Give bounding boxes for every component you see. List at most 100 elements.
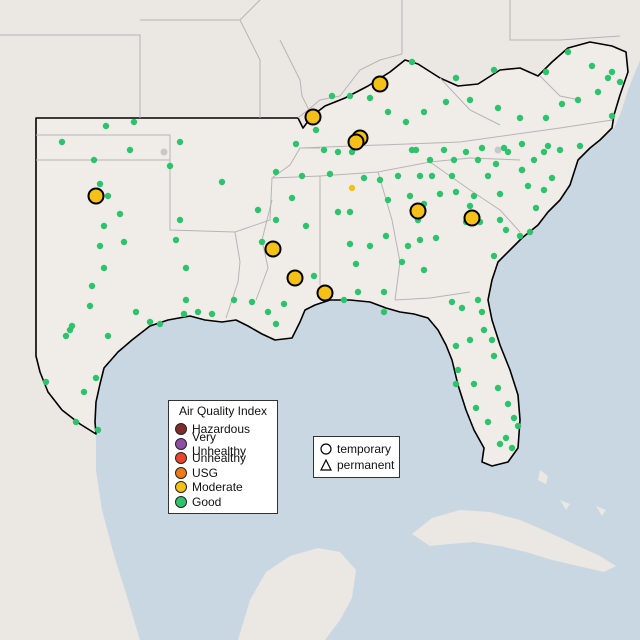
good-aqi-marker [42,378,50,386]
good-aqi-marker [208,310,216,318]
good-aqi-marker [426,156,434,164]
good-aqi-marker [384,108,392,116]
bahamas-landmass [538,470,606,516]
good-aqi-marker [466,202,474,210]
legend-item-very-unhealthy: Very Unhealthy [175,430,271,458]
good-aqi-marker [182,296,190,304]
monitor-type-legend: temporary permanent [313,436,400,478]
good-aqi-marker [448,298,456,306]
good-aqi-marker [472,404,480,412]
legend-item-temporary: temporary [319,441,394,457]
good-aqi-marker [458,304,466,312]
good-aqi-marker [616,78,624,86]
good-aqi-marker [90,156,98,164]
moderate-aqi-marker [87,187,105,205]
hazardous-swatch [175,423,187,436]
good-aqi-marker [182,264,190,272]
good-aqi-marker [194,308,202,316]
moderate-aqi-marker [264,240,282,258]
good-aqi-marker [576,142,584,150]
aqi-legend-title: Air Quality Index [178,404,268,418]
good-aqi-marker [68,322,76,330]
good-aqi-marker [412,146,420,154]
legend-label: Hazardous [192,422,251,437]
good-aqi-marker [302,222,310,230]
good-aqi-marker [502,434,510,442]
good-aqi-marker [542,68,550,76]
good-aqi-marker [86,302,94,310]
good-swatch [175,495,187,508]
moderate-aqi-marker [348,184,356,192]
good-aqi-marker [470,380,478,388]
good-aqi-marker [542,114,550,122]
good-aqi-marker [588,62,596,70]
legend-label: Good [192,494,222,509]
good-aqi-marker [298,172,306,180]
good-aqi-marker [120,238,128,246]
good-aqi-marker [352,260,360,268]
good-aqi-marker [104,192,112,200]
cuba-landmass [412,510,616,572]
good-aqi-marker [334,148,342,156]
good-aqi-marker [484,418,492,426]
good-aqi-marker [518,166,526,174]
good-aqi-marker [346,92,354,100]
moderate-aqi-marker [463,209,481,227]
good-aqi-marker [510,414,518,422]
aqi-legend: Air Quality Index Hazardous Very Unhealt… [168,400,278,514]
good-aqi-marker [248,298,256,306]
good-aqi-marker [280,300,288,308]
good-aqi-marker [348,148,356,156]
good-aqi-marker [376,176,384,184]
moderate-aqi-marker [316,284,334,302]
good-aqi-marker [264,308,272,316]
good-aqi-marker [484,172,492,180]
good-aqi-marker [130,118,138,126]
yucatan-landmass [238,548,356,640]
triangle-icon [319,458,333,472]
good-aqi-marker [380,308,388,316]
good-aqi-marker [548,174,556,182]
legend-item-hazardous: Hazardous [175,422,271,437]
good-aqi-marker [564,48,572,56]
good-aqi-marker [416,172,424,180]
good-aqi-marker [502,226,510,234]
good-aqi-marker [558,100,566,108]
good-aqi-marker [516,114,524,122]
good-aqi-marker [328,92,336,100]
good-aqi-marker [180,310,188,318]
good-aqi-marker [532,204,540,212]
good-aqi-marker [132,308,140,316]
good-aqi-marker [556,146,564,154]
good-aqi-marker [490,352,498,360]
good-aqi-marker [496,190,504,198]
good-aqi-marker [254,206,262,214]
legend-item-moderate: Moderate [175,480,271,495]
good-aqi-marker [494,384,502,392]
good-aqi-marker [516,232,524,240]
good-aqi-marker [58,138,66,146]
good-aqi-marker [526,228,534,236]
good-aqi-marker [462,148,470,156]
good-aqi-marker [402,118,410,126]
good-aqi-marker [450,156,458,164]
good-aqi-marker [452,74,460,82]
good-aqi-marker [176,216,184,224]
good-aqi-marker [340,296,348,304]
good-aqi-marker [496,440,504,448]
good-aqi-marker [470,192,478,200]
aqi-markers [42,48,624,452]
good-aqi-marker [334,208,342,216]
good-aqi-marker [574,96,582,104]
good-aqi-marker [116,210,124,218]
good-aqi-marker [272,216,280,224]
good-aqi-marker [608,112,616,120]
good-aqi-marker [420,266,428,274]
legend-label: Moderate [192,480,243,495]
good-aqi-marker [530,156,538,164]
legend-item-good: Good [175,495,271,510]
good-aqi-marker [492,160,500,168]
good-aqi-marker [404,242,412,250]
good-aqi-marker [72,418,80,426]
